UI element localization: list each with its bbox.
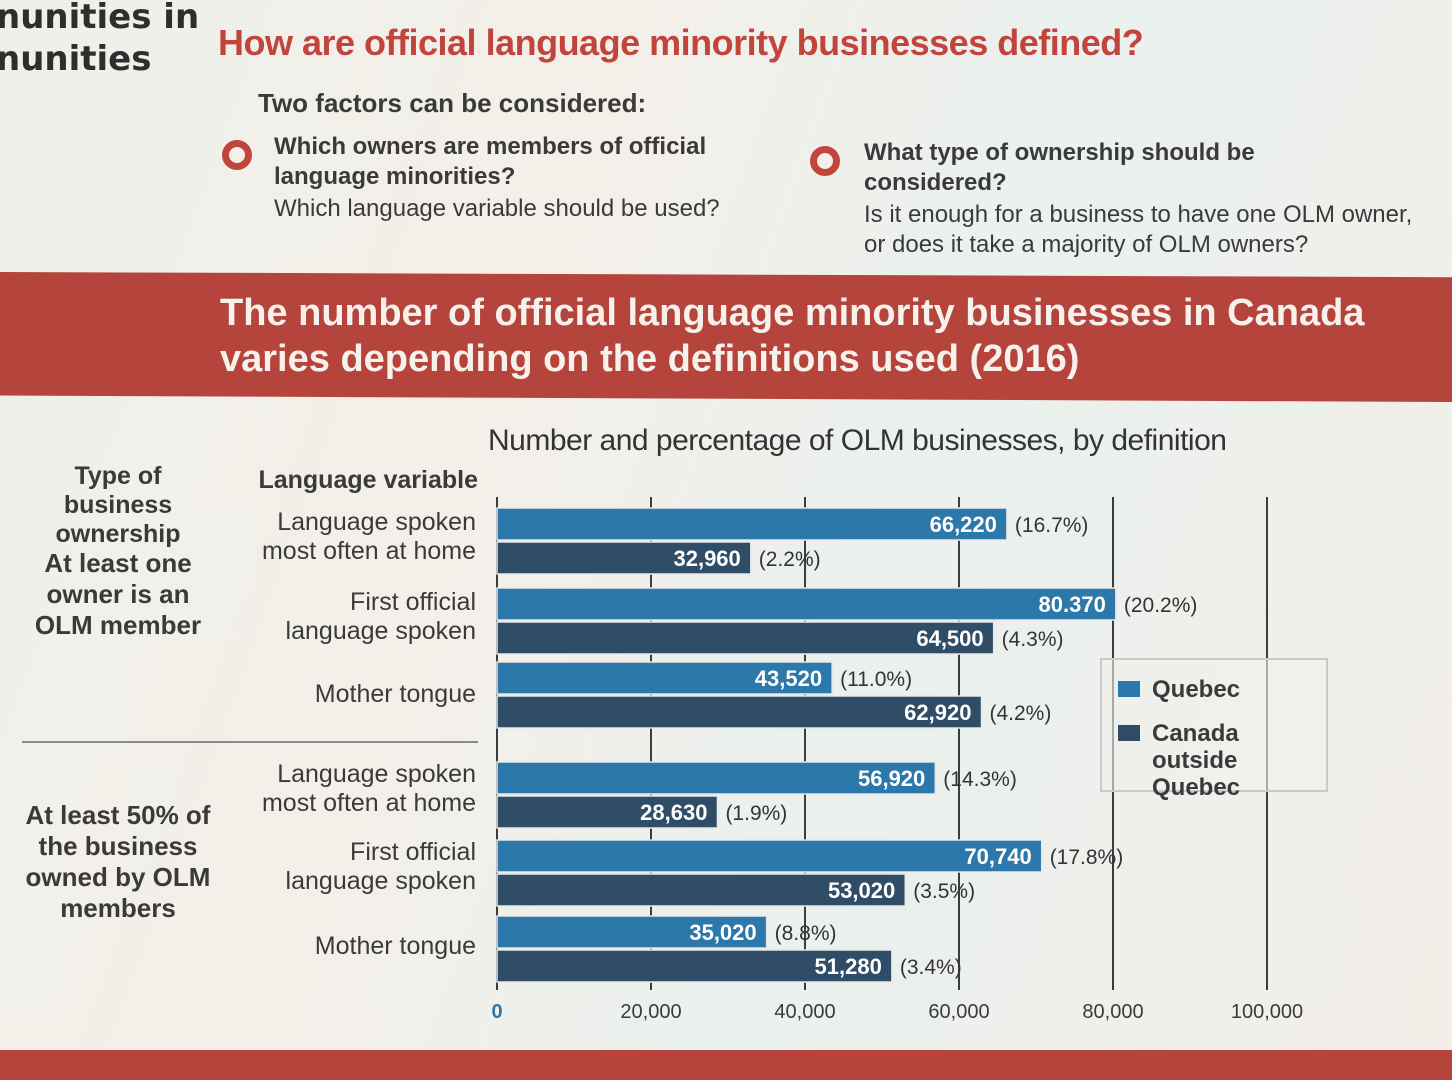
bar-percent-label: (3.5%) — [913, 880, 975, 903]
banner: The number of official language minority… — [0, 272, 1452, 402]
factor-2-question: What type of ownership should be conside… — [864, 139, 1255, 196]
category-label: Language spoken most often at home — [261, 760, 476, 817]
legend: Quebec Canada outside Quebec — [1100, 658, 1328, 801]
bar-outside-quebec — [496, 541, 752, 575]
category-label: Mother tongue — [314, 680, 476, 708]
bar-percent-label: (16.7%) — [1015, 514, 1089, 537]
bar-quebec — [496, 761, 937, 795]
x-tick-label: 40,000 — [774, 1001, 835, 1023]
circle-bullet-icon — [222, 140, 252, 170]
group-label-one-owner: At least one owner is an OLM member — [34, 548, 202, 640]
bar-value-label: 28,630 — [640, 800, 707, 825]
bar-percent-label: (8.8%) — [775, 922, 837, 945]
bar-percent-label: (17.8%) — [1050, 846, 1124, 869]
bar-value-label: 35,020 — [689, 920, 756, 945]
x-tick-label: 0 — [491, 1001, 502, 1023]
legend-swatch-outside-quebec — [1118, 725, 1140, 741]
banner-title: The number of official language minority… — [220, 292, 1365, 380]
legend-item-quebec: Quebec — [1118, 676, 1240, 703]
bar-value-label: 66,220 — [930, 512, 997, 537]
bar-percent-label: (3.4%) — [900, 956, 962, 979]
legend-label-quebec: Quebec — [1152, 676, 1241, 703]
category-label: Mother tongue — [314, 932, 476, 960]
bar-quebec — [496, 587, 1117, 621]
x-tick-label: 80,000 — [1082, 1001, 1143, 1023]
language-variable-header: Language variable — [258, 466, 478, 494]
bar-quebec — [496, 661, 833, 695]
factors-intro: Two factors can be considered: — [258, 88, 647, 118]
bar-quebec — [496, 839, 1043, 873]
bottom-strip — [0, 1050, 1452, 1080]
legend-swatch-quebec — [1118, 681, 1140, 697]
side-heading-fragment-2: nunities — [0, 39, 152, 79]
bar-quebec — [496, 507, 1008, 541]
factor-1-question: Which owners are members of official lan… — [274, 133, 707, 190]
bar-value-label: 62,920 — [904, 700, 971, 725]
ownership-header: Type of business ownership — [55, 462, 181, 548]
side-heading-fragment-1: nunities in — [0, 0, 200, 37]
bar-outside-quebec — [496, 949, 893, 983]
bar-outside-quebec — [496, 873, 907, 907]
bar-percent-label: (4.2%) — [989, 702, 1051, 725]
x-tick-label: 100,000 — [1231, 1001, 1303, 1023]
bar-value-label: 43,520 — [755, 666, 822, 691]
bar-percent-label: (1.9%) — [725, 802, 787, 825]
bar-value-label: 64,500 — [916, 626, 983, 651]
category-label: Language spoken most often at home — [261, 508, 476, 565]
legend-item-outside-quebec: Canada outside Quebec — [1118, 720, 1318, 801]
category-label: First official language spoken — [285, 588, 476, 645]
group-label-majority: At least 50% of the business owned by OL… — [25, 800, 211, 923]
bar-value-label: 32,960 — [673, 546, 740, 571]
bar-outside-quebec — [496, 695, 983, 729]
factor-2-detail: Is it enough for a business to have one … — [864, 201, 1413, 258]
category-label: First official language spoken — [285, 838, 476, 895]
bar-outside-quebec — [496, 621, 995, 655]
group-divider — [22, 741, 478, 743]
legend-label-outside-quebec: Canada outside Quebec — [1152, 720, 1241, 801]
bar-percent-label: (2.2%) — [759, 548, 821, 571]
x-tick-label: 20,000 — [620, 1001, 681, 1023]
x-tick-label: 60,000 — [928, 1001, 989, 1023]
bar-percent-label: (4.3%) — [1002, 628, 1064, 651]
bar-outside-quebec — [496, 795, 719, 829]
page-title: How are official language minority busin… — [218, 22, 1144, 63]
bar-quebec — [496, 915, 768, 949]
bar-percent-label: (14.3%) — [943, 768, 1017, 791]
bar-value-label: 53,020 — [828, 878, 895, 903]
factor-1-detail: Which language variable should be used? — [274, 195, 720, 222]
bar-percent-label: (11.0%) — [840, 668, 912, 691]
bar-value-label: 80.370 — [1039, 592, 1106, 617]
bar-value-label: 70,740 — [964, 844, 1031, 869]
bar-value-label: 56,920 — [858, 766, 925, 791]
chart-title: Number and percentage of OLM businesses,… — [488, 424, 1227, 457]
bar-value-label: 51,280 — [815, 954, 882, 979]
circle-bullet-icon — [810, 146, 840, 176]
bar-percent-label: (20.2%) — [1124, 594, 1198, 617]
